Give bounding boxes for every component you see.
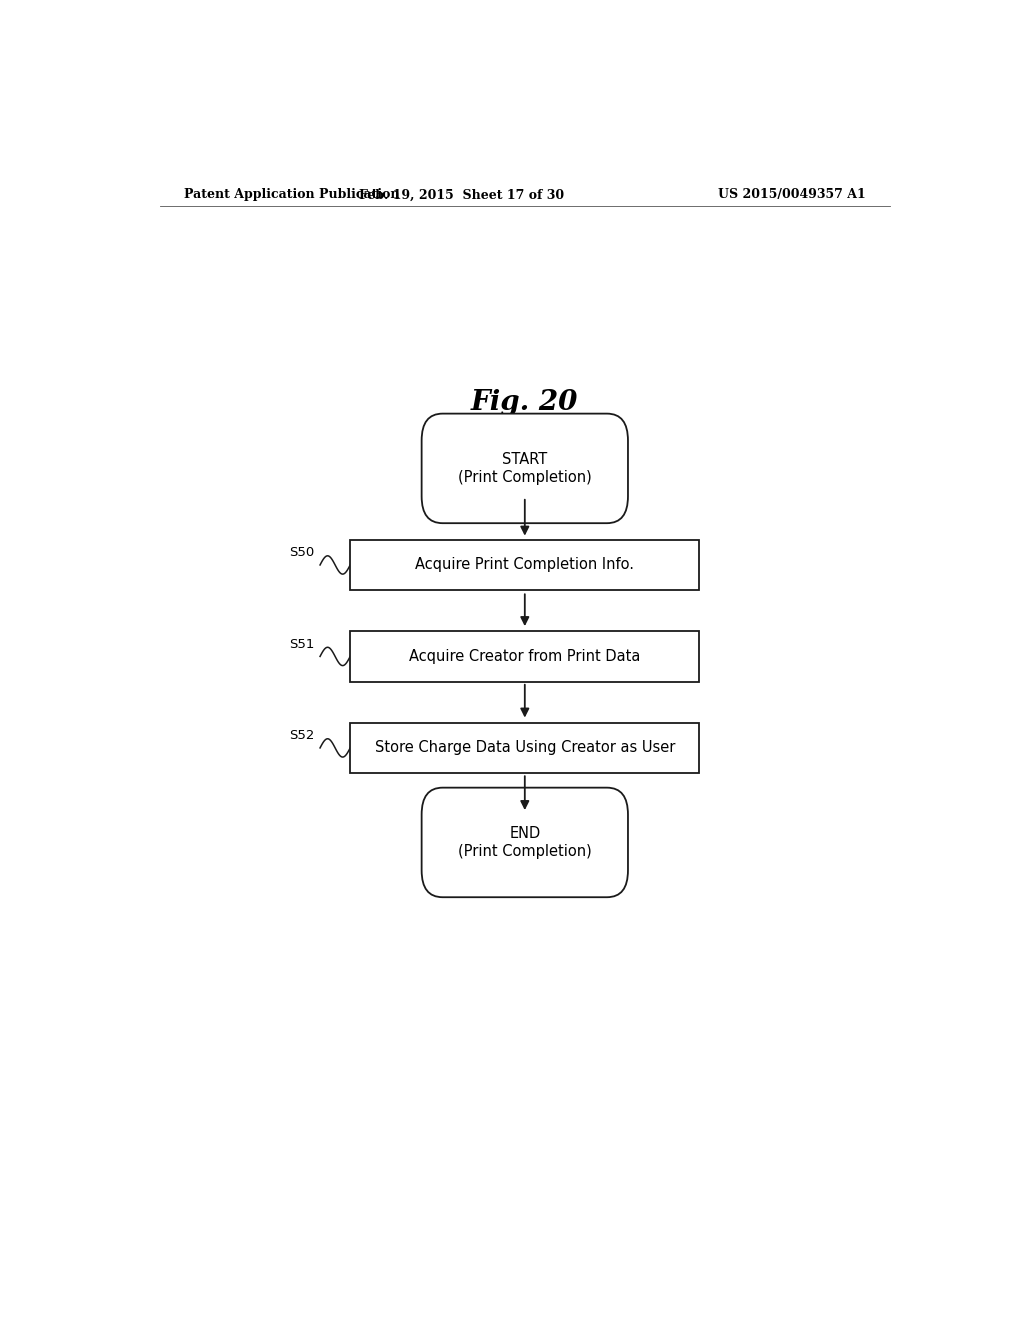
Text: S51: S51 <box>289 638 314 651</box>
Text: START
(Print Completion): START (Print Completion) <box>458 451 592 486</box>
FancyBboxPatch shape <box>350 722 699 774</box>
Text: Acquire Creator from Print Data: Acquire Creator from Print Data <box>410 649 640 664</box>
FancyBboxPatch shape <box>422 788 628 898</box>
Text: Acquire Print Completion Info.: Acquire Print Completion Info. <box>416 557 634 573</box>
Text: Fig. 20: Fig. 20 <box>471 389 579 416</box>
FancyBboxPatch shape <box>422 413 628 523</box>
Text: Store Charge Data Using Creator as User: Store Charge Data Using Creator as User <box>375 741 675 755</box>
Text: Patent Application Publication: Patent Application Publication <box>183 189 399 202</box>
Text: S50: S50 <box>289 546 314 560</box>
Text: END
(Print Completion): END (Print Completion) <box>458 825 592 859</box>
Text: Feb. 19, 2015  Sheet 17 of 30: Feb. 19, 2015 Sheet 17 of 30 <box>358 189 564 202</box>
Text: S52: S52 <box>289 729 314 742</box>
FancyBboxPatch shape <box>350 540 699 590</box>
FancyBboxPatch shape <box>350 631 699 682</box>
Text: US 2015/0049357 A1: US 2015/0049357 A1 <box>718 189 866 202</box>
